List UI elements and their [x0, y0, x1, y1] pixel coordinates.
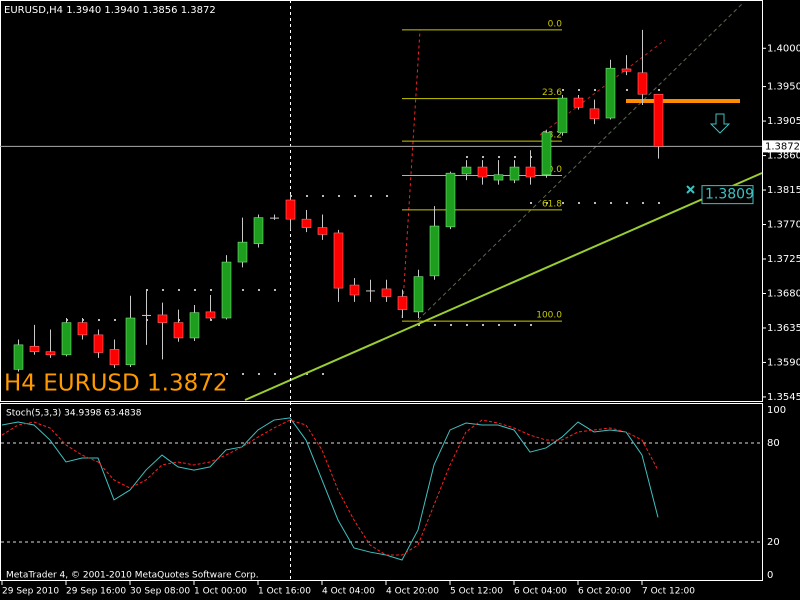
y-tick-label: 1.3725: [767, 254, 800, 265]
y-tick-label: 1.3860: [767, 151, 800, 162]
down-arrow[interactable]: [709, 113, 731, 134]
candle-body: [109, 349, 120, 366]
candle-body: [605, 67, 616, 119]
y-tick-label: 20: [767, 537, 780, 548]
candle-body: [221, 261, 232, 319]
current-price-label: 1.3872: [765, 141, 800, 152]
candle-body: [525, 166, 536, 178]
stoch-header: Stoch(5,3,3) 34.9398 63.4838: [6, 409, 142, 419]
footer: MetaTrader 4, © 2001-2010 MetaQuotes Sof…: [6, 571, 259, 581]
candle-body: [142, 314, 151, 316]
x-tick-label: 6 Oct 04:00: [514, 587, 567, 597]
overlay-text: H4 EURUSD 1.3872: [4, 371, 228, 397]
y-tick-label: 1.3680: [767, 288, 800, 299]
candle-body: [77, 322, 88, 336]
y-tick-label: 1.3770: [767, 220, 800, 231]
candle-body: [493, 174, 504, 181]
candle-body: [253, 217, 264, 244]
candle-body: [509, 166, 520, 181]
x-tick-label: 1 Oct 00:00: [194, 587, 247, 597]
candle-body: [29, 346, 40, 353]
x-tick-label: 29 Sep 16:00: [66, 587, 126, 597]
x-tick-label: 4 Oct 04:00: [322, 587, 375, 597]
candle-body: [429, 225, 440, 277]
current-price-box: [763, 140, 800, 153]
x-tick-label: 29 Sep 2010: [2, 587, 59, 597]
alert-cross[interactable]: [686, 185, 695, 194]
candle-body: [397, 296, 408, 310]
alert-price-label: 1.3809: [705, 187, 754, 203]
fib-label: 23.6: [542, 88, 562, 98]
candle-body: [413, 276, 424, 313]
candle-body: [189, 312, 200, 339]
candle-body: [157, 314, 168, 323]
x-tick-label: 5 Oct 12:00: [450, 587, 503, 597]
y-tick-label: 0: [767, 570, 773, 581]
candle-body: [13, 344, 24, 370]
candle-body: [205, 311, 216, 319]
candle-body: [317, 227, 328, 235]
candle-body: [93, 334, 104, 353]
y-tick-label: 1.3545: [767, 392, 800, 403]
candle-body: [541, 132, 552, 176]
y-tick-label: 1.3905: [767, 116, 800, 127]
y-tick-label: 1.3815: [767, 185, 800, 196]
stoch-line: [1, 419, 659, 556]
candle-body: [237, 241, 248, 263]
channel-line[interactable]: [417, 3, 743, 321]
y-tick-label: 1.3950: [767, 82, 800, 93]
x-tick-label: 1 Oct 16:00: [258, 587, 311, 597]
candle-body: [477, 166, 488, 178]
candle-body: [45, 351, 56, 356]
fib-label: 100.0: [536, 311, 562, 321]
y-tick-label: 1.4000: [767, 43, 800, 54]
main-panel-frame: [0, 0, 763, 402]
fib-label: 61.8: [542, 199, 562, 209]
candle-body: [589, 108, 600, 120]
candle-body: [285, 199, 296, 220]
fib-trendline[interactable]: [401, 29, 421, 319]
y-tick-label: 1.3590: [767, 357, 800, 368]
candle-body: [573, 97, 584, 108]
candle-body: [125, 317, 136, 366]
y-tick-label: 100: [767, 405, 786, 416]
candle-body: [366, 290, 375, 292]
y-tick-label: 1.3635: [767, 323, 800, 334]
candle-body: [637, 72, 648, 95]
x-tick-label: 7 Oct 12:00: [642, 587, 695, 597]
stoch-line: [1, 417, 659, 561]
trendline[interactable]: [244, 172, 763, 401]
x-tick-label: 4 Oct 20:00: [386, 587, 439, 597]
stoch-panel-frame: [0, 403, 763, 581]
candle-body: [381, 288, 392, 297]
x-tick-label: 6 Oct 20:00: [578, 587, 631, 597]
candle-body: [621, 68, 632, 72]
candle-body: [557, 97, 568, 133]
fib-label: 50.0: [542, 165, 562, 175]
candle-body: [173, 322, 184, 339]
candle-body: [349, 284, 360, 296]
candle-body: [61, 322, 72, 356]
chart-header: EURUSD,H4 1.3940 1.3940 1.3856 1.3872: [4, 5, 216, 16]
candle-body: [270, 217, 279, 219]
candle-body: [653, 93, 664, 147]
fib-label: 0.0: [548, 19, 563, 29]
candle-body: [333, 232, 344, 289]
x-tick-label: 30 Sep 08:00: [130, 587, 190, 597]
candle-body: [301, 218, 312, 228]
candle-body: [461, 166, 472, 175]
y-tick-label: 80: [767, 438, 780, 449]
fib-label: 38.2: [542, 131, 562, 141]
alert-price-box: [701, 185, 754, 205]
candle-body: [445, 172, 456, 228]
